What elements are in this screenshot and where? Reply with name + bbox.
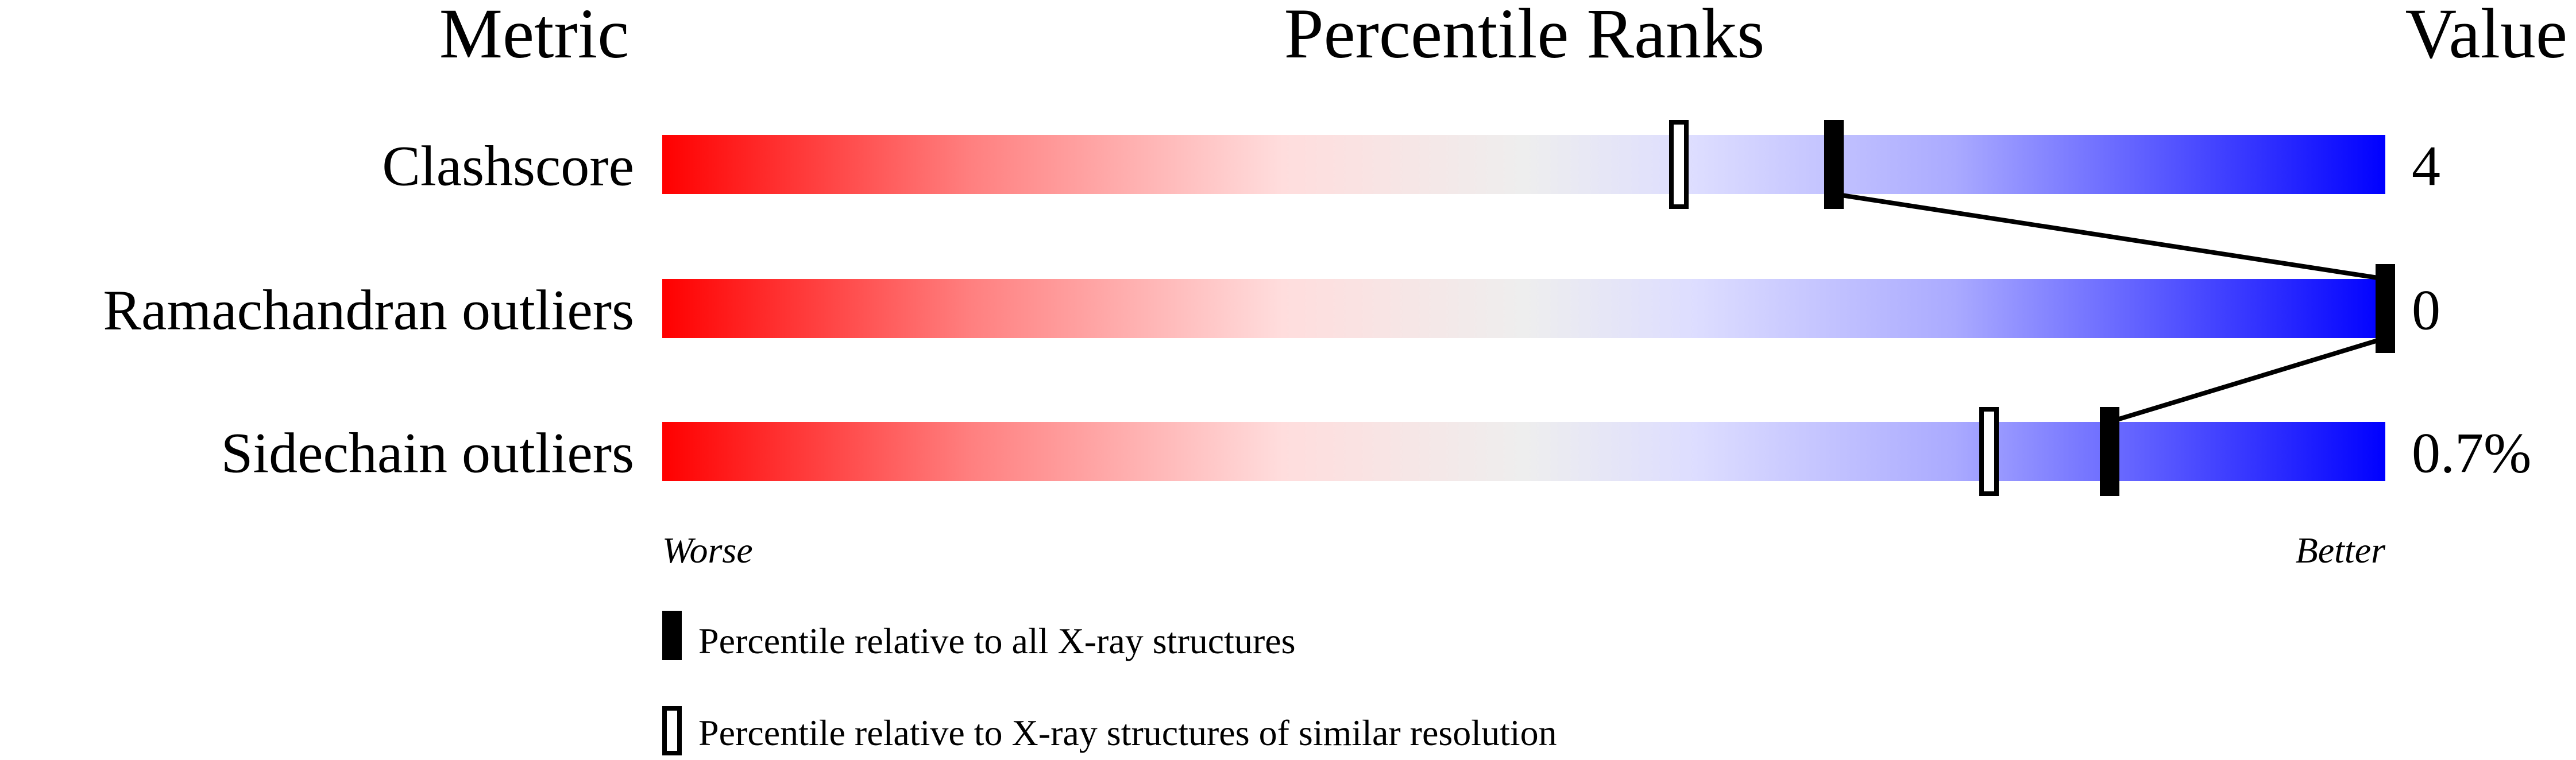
legend-open-label: Percentile relative to X-ray structures … (698, 712, 1557, 753)
header-value: Value (2405, 0, 2567, 73)
metric-label: Sidechain outliers (221, 421, 634, 485)
percentile-similar-marker (1669, 120, 1689, 209)
metric-label: Ramachandran outliers (103, 278, 634, 342)
header-metric: Metric (439, 0, 629, 73)
connector-line (1833, 192, 2386, 281)
worse-label: Worse (662, 530, 753, 571)
percentile-similar-marker (1979, 407, 1999, 496)
legend-filled-marker-icon (662, 611, 682, 660)
better-label: Better (2296, 530, 2386, 571)
metric-value: 4 (2412, 134, 2440, 198)
percentile-bar (662, 279, 2385, 338)
percentile-bar (662, 135, 2385, 194)
legend-filled-label: Percentile relative to all X-ray structu… (698, 621, 1296, 661)
header-percentile-ranks: Percentile Ranks (1284, 0, 1765, 73)
metric-value: 0 (2412, 278, 2440, 342)
connector-line (2108, 336, 2386, 424)
metric-label: Clashscore (382, 134, 634, 198)
percentile-bar (662, 422, 2385, 481)
legend-open-marker-icon (662, 706, 682, 755)
metric-value: 0.7% (2412, 421, 2531, 485)
